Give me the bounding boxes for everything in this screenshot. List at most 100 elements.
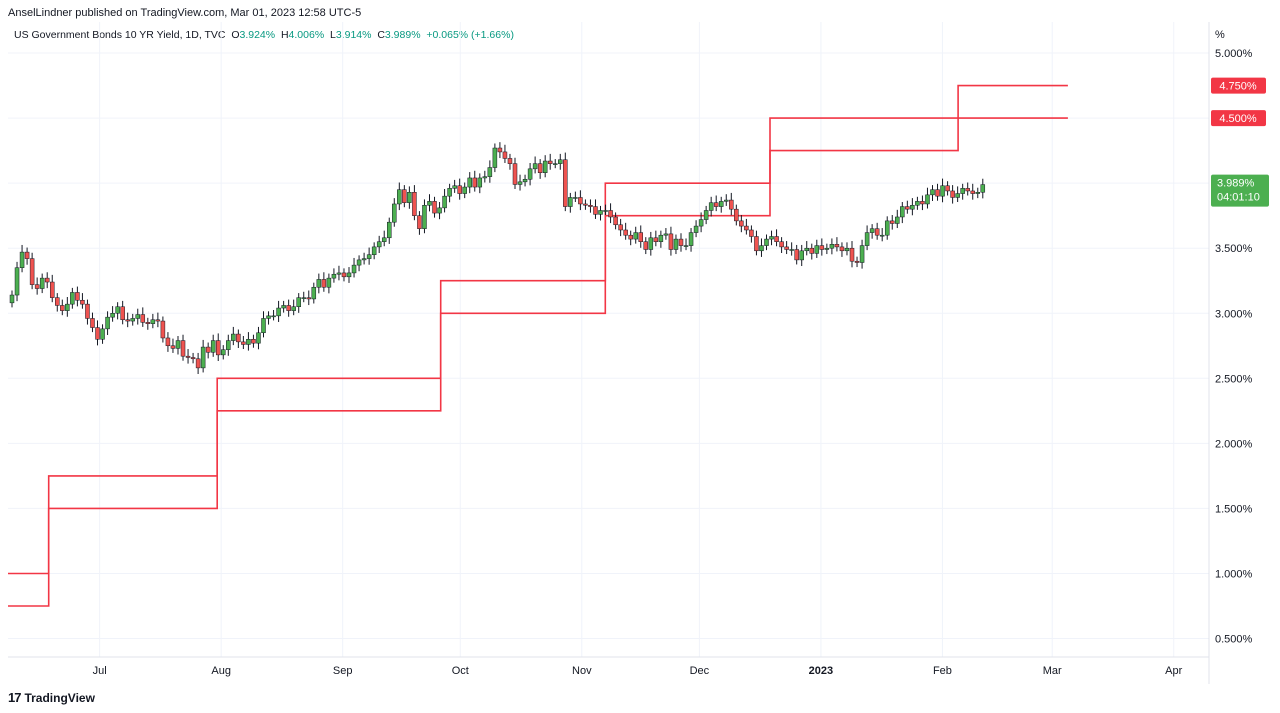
candle-body	[915, 201, 920, 206]
candle-body	[497, 147, 503, 153]
candle-body	[517, 181, 523, 185]
candle-body	[950, 190, 955, 198]
candle-body	[754, 236, 759, 252]
line-price-label: 4.500%	[1219, 113, 1257, 125]
candle-body	[527, 168, 533, 180]
candle-body	[864, 232, 870, 246]
candle-body	[834, 244, 840, 248]
candle-body	[356, 259, 362, 266]
candle-body	[628, 234, 633, 240]
symbol-title[interactable]: US Government Bonds 10 YR Yield, 1D, TVC	[14, 29, 226, 41]
candle-body	[547, 160, 553, 164]
candle-body	[296, 297, 301, 307]
x-tick-label: Apr	[1165, 665, 1182, 677]
candle-body	[427, 201, 432, 206]
candle-body	[291, 306, 296, 311]
candle-body	[502, 151, 508, 159]
candle-body	[854, 260, 860, 263]
candle-body	[442, 195, 447, 209]
candle-body	[266, 315, 271, 319]
candle-body	[150, 319, 156, 324]
candle-body	[452, 185, 457, 189]
candle-body	[200, 346, 206, 369]
candle-body	[588, 205, 593, 207]
candle-body	[180, 340, 186, 357]
candle-body	[301, 297, 306, 299]
candle-body	[331, 273, 337, 279]
open-value: 3.924%	[239, 29, 276, 41]
candle-body	[286, 305, 291, 311]
candle-body	[90, 318, 95, 328]
fed-funds-lines	[8, 84, 1068, 607]
candle-body	[165, 337, 171, 347]
y-tick-label: 0.500%	[1215, 634, 1253, 646]
candle-body	[261, 318, 266, 334]
y-tick-label: 1.500%	[1215, 503, 1253, 515]
candle-body	[351, 264, 357, 274]
candle-body	[44, 277, 50, 283]
candle-body	[739, 220, 744, 227]
candle-body	[537, 163, 543, 173]
tradingview-logo-icon: 17	[8, 690, 22, 705]
candle-body	[437, 207, 442, 214]
candle-body	[925, 194, 930, 205]
candle-body	[935, 189, 940, 197]
candle-body	[884, 220, 890, 236]
candle-body	[80, 299, 85, 305]
candle-body	[55, 297, 60, 306]
candle-body	[457, 185, 462, 194]
candle-body	[135, 314, 140, 319]
candle-body	[402, 189, 407, 203]
time-axis[interactable]: Jul Aug Sep Oct Nov Dec 2023 Feb Mar Apr	[93, 665, 1183, 677]
y-tick-label: 5.000%	[1215, 48, 1253, 60]
candle-body	[190, 357, 196, 360]
candle-body	[799, 250, 804, 261]
candle-body	[734, 208, 739, 222]
candle-body	[522, 178, 528, 183]
candle-body	[9, 294, 15, 304]
candle-body	[110, 313, 115, 318]
candle-body	[849, 247, 855, 262]
candle-body	[638, 232, 643, 242]
candle-body	[532, 163, 538, 170]
candle-body	[236, 333, 241, 343]
candle-body	[125, 319, 130, 322]
candle-body	[874, 228, 880, 236]
candle-body	[769, 236, 774, 240]
x-tick-label: Dec	[690, 665, 710, 677]
candle-body	[336, 272, 342, 275]
candle-body	[346, 272, 352, 278]
candle-body	[658, 234, 664, 242]
candle-body	[663, 233, 669, 236]
candle-body	[724, 199, 729, 202]
grid	[8, 22, 1209, 657]
candle-body	[246, 339, 251, 345]
candle-body	[256, 332, 261, 344]
candle-body	[759, 245, 764, 252]
candle-body	[955, 193, 960, 198]
candle-body	[970, 190, 975, 194]
price-axis[interactable]: 0.500% 1.000% 1.500% 2.000% 2.500% 3.000% 3.50…	[1215, 48, 1253, 645]
candle-body	[226, 340, 231, 350]
candle-body	[19, 251, 25, 268]
candle-body	[683, 245, 689, 247]
tradingview-brand[interactable]: 17 TradingView	[8, 690, 95, 705]
candle-body	[210, 340, 216, 353]
candle-body	[271, 315, 276, 318]
axis-unit-label: %	[1215, 29, 1225, 41]
candle-body	[472, 177, 478, 188]
candle-body	[392, 203, 397, 223]
candle-body	[718, 201, 724, 207]
candle-body	[980, 184, 986, 193]
candle-body	[729, 199, 734, 210]
countdown-label: 04:01:10	[1217, 192, 1260, 204]
candle-body	[447, 188, 452, 197]
change-value: +0.065% (+1.66%)	[426, 29, 514, 41]
candle-body	[366, 254, 372, 259]
candle-body	[507, 158, 513, 164]
candle-body	[879, 234, 885, 237]
candle-body	[688, 232, 694, 246]
candle-body	[381, 237, 387, 242]
candle-body	[975, 192, 981, 194]
